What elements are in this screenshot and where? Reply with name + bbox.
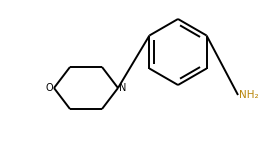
Text: N: N: [119, 83, 126, 93]
Text: O: O: [45, 83, 53, 93]
Text: NH₂: NH₂: [239, 90, 259, 100]
